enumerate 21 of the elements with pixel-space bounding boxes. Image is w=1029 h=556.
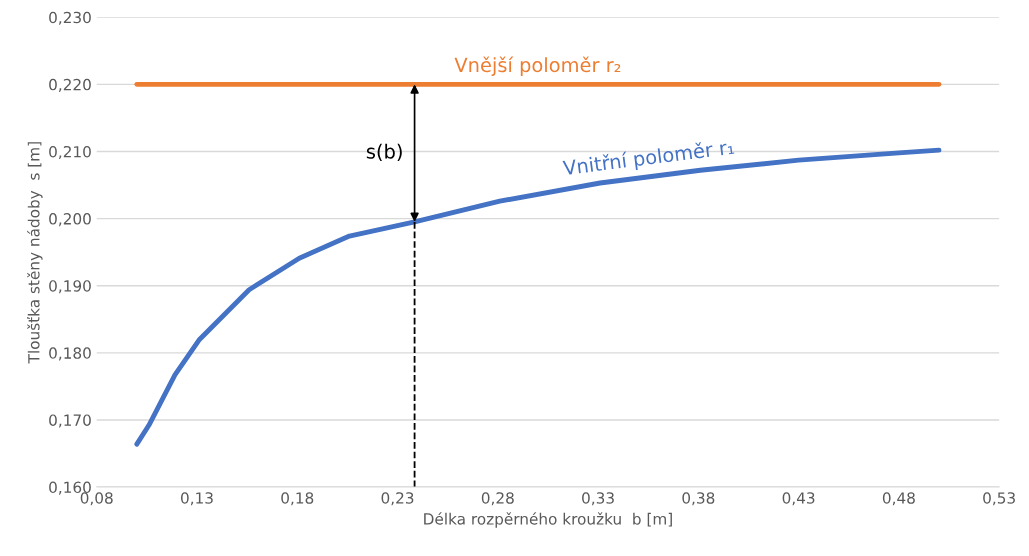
y-tick-label: 0,190 xyxy=(49,280,91,294)
y-tick-label: 0,230 xyxy=(49,11,91,25)
x-tick-label: 0,53 xyxy=(983,492,1015,506)
x-axis-title: Délka rozpěrného kroužku b [m] xyxy=(424,512,672,528)
x-tick-label: 0,13 xyxy=(181,492,213,506)
y-tick-label: 0,170 xyxy=(49,414,91,428)
x-tick-label: 0,38 xyxy=(682,492,715,506)
x-tick-label: 0,28 xyxy=(481,492,514,506)
text: Vnitřní poloměr r₁ xyxy=(562,138,735,180)
y-tick-label: 0,200 xyxy=(49,213,91,227)
x-tick-label: 0,48 xyxy=(882,492,915,506)
y-tick-label: 0,180 xyxy=(49,347,91,361)
series-label: Vnější poloměr r₂ xyxy=(454,56,621,77)
x-tick-label: 0,23 xyxy=(381,492,414,506)
y-tick-label: 0,220 xyxy=(49,78,91,92)
y-tick-label: 0,210 xyxy=(49,145,91,160)
x-tick-label: 0,43 xyxy=(782,492,815,506)
y-axis-title: Tloušťka stěny nádoby s [m] xyxy=(27,142,43,364)
x-tick-label: 0,33 xyxy=(582,492,614,506)
annotation: s(b) xyxy=(366,143,402,162)
x-tick-label: 0,18 xyxy=(281,492,314,506)
